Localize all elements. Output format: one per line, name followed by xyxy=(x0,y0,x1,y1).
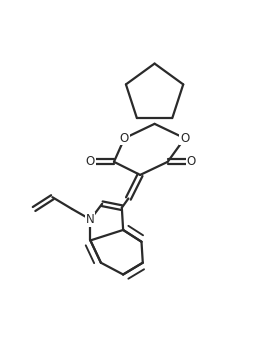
Text: O: O xyxy=(187,155,196,168)
Text: O: O xyxy=(180,132,189,145)
Text: O: O xyxy=(86,155,95,168)
Text: N: N xyxy=(86,213,95,226)
Text: O: O xyxy=(120,132,129,145)
